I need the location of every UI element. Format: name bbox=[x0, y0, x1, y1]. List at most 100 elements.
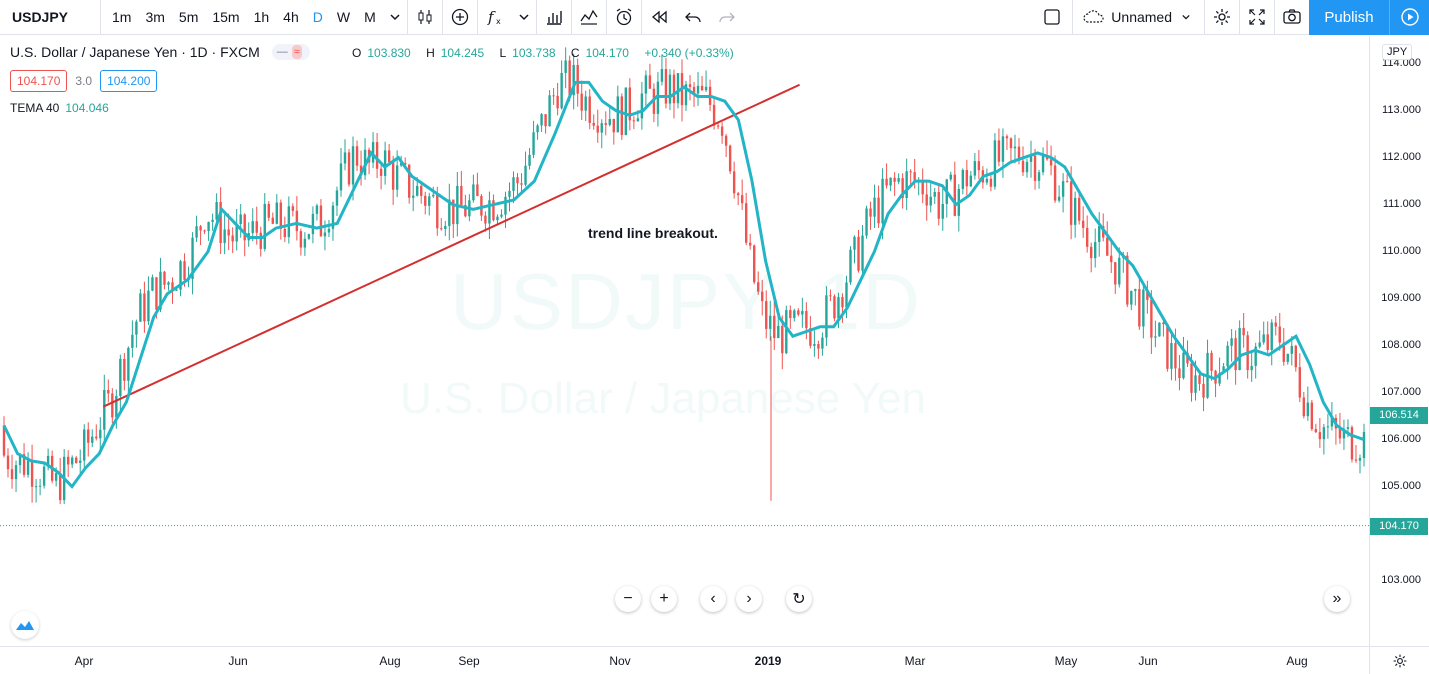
sell-button[interactable]: 104.170 bbox=[10, 70, 68, 92]
tradingview-logo-icon[interactable] bbox=[11, 611, 39, 639]
candle-body bbox=[961, 169, 965, 189]
candle-body bbox=[22, 454, 26, 475]
legend-visibility-toggle[interactable]: — ≈ bbox=[271, 44, 310, 60]
undo-icon[interactable] bbox=[676, 0, 710, 35]
time-axis[interactable]: Apr Jun Aug Sep Nov 2019 Mar May Jun Aug bbox=[0, 646, 1369, 674]
candle-body bbox=[1041, 155, 1045, 173]
publish-button[interactable]: Publish bbox=[1309, 0, 1389, 35]
templates-icon[interactable] bbox=[572, 0, 606, 35]
interval-w[interactable]: W bbox=[336, 9, 351, 25]
chevron-down-icon bbox=[1182, 14, 1190, 20]
candle-body bbox=[1210, 352, 1213, 371]
price-tick: 103.000 bbox=[1381, 573, 1421, 586]
candle-body bbox=[14, 465, 18, 480]
interval-m[interactable]: M bbox=[364, 9, 376, 25]
open-label: O bbox=[352, 46, 362, 60]
financials-icon[interactable] bbox=[537, 0, 571, 35]
candle-body bbox=[1322, 427, 1326, 440]
indicator-legend[interactable]: TEMA 40 104.046 bbox=[10, 101, 109, 115]
candle-body bbox=[203, 230, 206, 232]
candle-body bbox=[407, 164, 411, 198]
settings-gear-icon[interactable] bbox=[1205, 0, 1239, 35]
alert-icon[interactable] bbox=[607, 0, 641, 35]
candle-body bbox=[1326, 426, 1330, 428]
candle-body bbox=[147, 290, 150, 322]
candle-body bbox=[315, 205, 319, 214]
candle-body bbox=[624, 87, 628, 135]
candle-body bbox=[448, 199, 451, 226]
fullscreen-square-icon[interactable] bbox=[1032, 0, 1072, 35]
candle-body bbox=[1098, 226, 1101, 243]
interval-1h[interactable]: 1h bbox=[253, 9, 270, 25]
camera-icon[interactable] bbox=[1275, 0, 1309, 35]
separator bbox=[476, 0, 478, 35]
candle-body bbox=[379, 168, 383, 176]
candle-body bbox=[632, 120, 636, 122]
candle-body bbox=[391, 162, 395, 190]
candle-body bbox=[436, 194, 439, 229]
price-chart[interactable] bbox=[0, 36, 1369, 646]
settings-icon[interactable] bbox=[1369, 646, 1429, 674]
candle-body bbox=[1302, 397, 1306, 417]
zoom-out-button[interactable]: − bbox=[615, 586, 641, 612]
candle-body bbox=[464, 204, 467, 217]
price-tick: 108.000 bbox=[1381, 338, 1421, 351]
candle-body bbox=[1290, 345, 1293, 354]
candle-body bbox=[1029, 155, 1033, 162]
buy-button[interactable]: 104.200 bbox=[100, 70, 158, 92]
interval-d[interactable]: D bbox=[312, 9, 323, 25]
candle-body bbox=[512, 177, 515, 191]
candle-body bbox=[913, 172, 916, 182]
scroll-to-realtime-button[interactable]: » bbox=[1324, 586, 1350, 612]
candle-body bbox=[191, 237, 194, 280]
scroll-left-button[interactable]: ‹ bbox=[700, 586, 726, 612]
separator bbox=[535, 0, 537, 35]
play-icon[interactable] bbox=[1389, 0, 1429, 35]
candle-body bbox=[71, 457, 74, 465]
candle-body bbox=[488, 200, 491, 224]
candle-body bbox=[676, 73, 680, 104]
zoom-in-button[interactable]: + bbox=[651, 586, 677, 612]
watermark-description: U.S. Dollar / Japanese Yen bbox=[400, 374, 926, 423]
interval-3m[interactable]: 3m bbox=[145, 9, 165, 25]
redo-icon[interactable] bbox=[710, 0, 744, 35]
currency-label[interactable]: JPY bbox=[1382, 44, 1413, 60]
candle-body bbox=[424, 195, 427, 206]
interval-4h[interactable]: 4h bbox=[283, 9, 299, 25]
candle-body bbox=[640, 93, 644, 119]
candle-body bbox=[263, 203, 266, 249]
candle-body bbox=[740, 195, 744, 204]
candle-body bbox=[135, 321, 138, 335]
candle-body bbox=[99, 429, 102, 439]
high-label: H bbox=[426, 46, 435, 60]
separator bbox=[406, 0, 408, 35]
compare-icon: ≈ bbox=[291, 45, 302, 59]
candle-body bbox=[761, 291, 764, 302]
chevron-down-icon[interactable] bbox=[383, 0, 407, 35]
fullscreen-icon[interactable] bbox=[1240, 0, 1274, 35]
scroll-right-button[interactable]: › bbox=[736, 586, 762, 612]
interval-15m[interactable]: 15m bbox=[212, 9, 240, 25]
symbol-search-button[interactable]: USDJPY bbox=[12, 9, 69, 25]
layout-menu-button[interactable]: Unnamed bbox=[1073, 0, 1204, 35]
candle-body bbox=[933, 192, 936, 197]
replay-icon[interactable] bbox=[642, 0, 676, 35]
add-compare-icon[interactable] bbox=[443, 0, 477, 35]
annotation-text[interactable]: trend line breakout. bbox=[588, 225, 718, 241]
candle-body bbox=[588, 96, 591, 123]
chevron-down-icon[interactable] bbox=[512, 0, 536, 35]
price-axis[interactable]: 114.000 113.000 112.000 111.000 110.000 109.0… bbox=[1369, 36, 1429, 646]
candle-body bbox=[841, 297, 844, 308]
candle-body bbox=[1238, 327, 1241, 370]
interval-5m[interactable]: 5m bbox=[178, 9, 199, 25]
candle-body bbox=[1110, 255, 1113, 263]
separator bbox=[605, 0, 607, 35]
candle-body bbox=[307, 234, 311, 239]
reset-chart-button[interactable]: ↻ bbox=[786, 586, 812, 612]
interval-1m[interactable]: 1m bbox=[112, 9, 132, 25]
candle-body bbox=[1106, 237, 1109, 256]
chart-pane[interactable] bbox=[0, 36, 1369, 646]
candles-icon[interactable] bbox=[408, 0, 442, 35]
candle-body bbox=[195, 226, 198, 238]
